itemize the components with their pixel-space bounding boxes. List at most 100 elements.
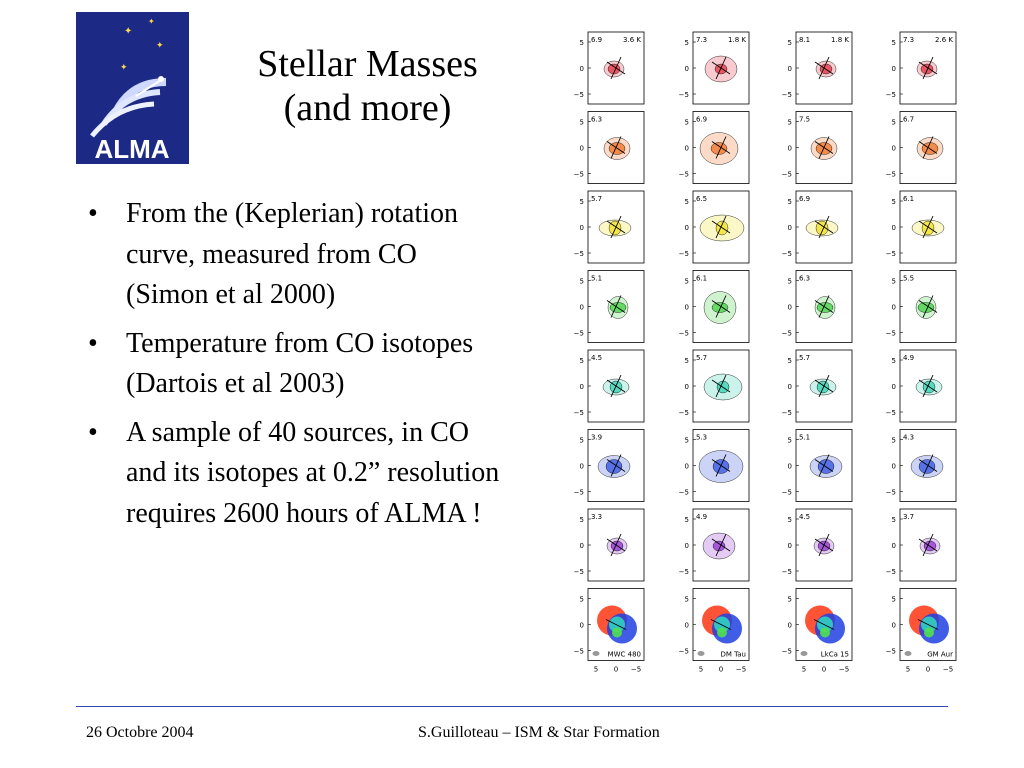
x-tick-label: 5 xyxy=(802,666,806,674)
y-tick-label: 5 xyxy=(685,596,689,604)
x-tick-label: 0 xyxy=(719,666,723,674)
y-tick-label: 0 xyxy=(580,622,584,630)
velocity-label: 8.1 xyxy=(799,36,810,44)
y-tick-label: −5 xyxy=(886,568,896,576)
y-tick-label: 5 xyxy=(580,516,584,524)
y-tick-label: −5 xyxy=(574,171,584,179)
velocity-label: 4.9 xyxy=(696,513,707,521)
disk-axis-line xyxy=(818,56,830,80)
y-tick-label: 0 xyxy=(685,304,689,312)
disk-axis-line xyxy=(715,533,727,557)
bullet-dot-icon: • xyxy=(88,416,98,448)
y-tick-label: 0 xyxy=(580,145,584,153)
velocity-map-green xyxy=(924,627,934,638)
footer-author: S.Guilloteau – ISM & Star Formation xyxy=(418,724,660,741)
alma-logo: ✦ ✦ ✦ ✦ ALMA xyxy=(76,12,189,164)
disk-axis-line xyxy=(715,454,727,477)
x-tick-label: 0 xyxy=(614,666,618,674)
source-label: MWC 480 xyxy=(608,651,641,659)
x-tick-label: 0 xyxy=(926,666,930,674)
y-tick-label: 5 xyxy=(788,119,792,127)
y-tick-label: 5 xyxy=(580,357,584,365)
y-tick-label: 0 xyxy=(788,304,792,312)
y-tick-label: 0 xyxy=(892,463,896,471)
bullet-item: • From the (Keplerian) rotation curve, me… xyxy=(82,194,502,316)
velocity-label: 6.1 xyxy=(696,275,707,283)
velocity-label: 5.1 xyxy=(799,434,810,442)
bullet-text: A sample of 40 sources, in CO and its is… xyxy=(126,416,500,529)
disk-axis-line xyxy=(715,374,727,398)
velocity-label: 6.3 xyxy=(799,275,810,283)
y-tick-label: 5 xyxy=(580,198,584,206)
y-tick-label: −5 xyxy=(679,171,689,179)
velocity-label: 4.3 xyxy=(903,434,914,442)
y-tick-label: 5 xyxy=(580,39,584,47)
velocity-label: 3.9 xyxy=(591,434,602,442)
disk-axis-line xyxy=(917,619,939,630)
velocity-label: 6.9 xyxy=(696,116,707,124)
y-tick-label: −5 xyxy=(782,330,792,338)
y-tick-label: 0 xyxy=(788,622,792,630)
beam-icon xyxy=(904,651,912,656)
y-tick-label: 5 xyxy=(892,596,896,604)
y-tick-label: −5 xyxy=(679,409,689,417)
y-tick-label: −5 xyxy=(574,409,584,417)
y-tick-label: 0 xyxy=(892,622,896,630)
contour-step-label: 2.6 K xyxy=(935,36,953,44)
y-tick-label: −5 xyxy=(886,330,896,338)
y-tick-label: −5 xyxy=(679,489,689,497)
y-tick-label: 5 xyxy=(788,516,792,524)
y-tick-label: −5 xyxy=(886,171,896,179)
velocity-label: 3.3 xyxy=(591,513,602,521)
x-tick-label: 5 xyxy=(906,666,910,674)
y-tick-label: 0 xyxy=(580,65,584,73)
velocity-label: 7.3 xyxy=(903,36,914,44)
y-tick-label: −5 xyxy=(574,648,584,656)
velocity-label: 6.9 xyxy=(799,195,810,203)
y-tick-label: 0 xyxy=(580,304,584,312)
beam-icon xyxy=(592,651,600,656)
y-tick-label: −5 xyxy=(782,171,792,179)
y-tick-label: 0 xyxy=(788,65,792,73)
velocity-label: 6.5 xyxy=(696,195,707,203)
y-tick-label: 0 xyxy=(580,542,584,550)
x-tick-label: 5 xyxy=(699,666,703,674)
y-tick-label: 0 xyxy=(580,463,584,471)
y-tick-label: −5 xyxy=(782,568,792,576)
y-tick-label: 5 xyxy=(685,357,689,365)
disk-axis-line xyxy=(605,619,627,630)
x-tick-label: −5 xyxy=(943,666,953,674)
y-tick-label: 5 xyxy=(580,119,584,127)
y-tick-label: 5 xyxy=(685,516,689,524)
bullet-item: • Temperature from CO isotopes (Dartois e… xyxy=(82,324,502,405)
disk-axis-line xyxy=(610,454,622,477)
y-tick-label: −5 xyxy=(886,648,896,656)
y-tick-label: −5 xyxy=(679,648,689,656)
page-title: Stellar Masses (and more) xyxy=(200,42,535,130)
source-label: LkCa 15 xyxy=(821,651,849,659)
disk-axis-line xyxy=(818,136,830,159)
x-tick-label: −5 xyxy=(839,666,849,674)
y-tick-label: 5 xyxy=(788,596,792,604)
velocity-label: 5.3 xyxy=(696,434,707,442)
y-tick-label: 5 xyxy=(892,516,896,524)
channel-map-figure: 5 0 −5 6.9 3.6 K 5 0 −5 6.3 5 0 −5 5.7 5 0 −5 5.1 5 0 −5 4.5… xyxy=(566,24,978,684)
bullet-text: Temperature from CO isotopes (Dartois et… xyxy=(126,327,474,400)
y-tick-label: 5 xyxy=(580,437,584,445)
y-tick-label: 0 xyxy=(788,542,792,550)
y-tick-label: 0 xyxy=(788,145,792,153)
y-tick-label: 0 xyxy=(580,224,584,232)
y-tick-label: 0 xyxy=(892,65,896,73)
disk-axis-line xyxy=(610,295,622,318)
channel-map-svg: 5 0 −5 6.9 3.6 K 5 0 −5 6.3 5 0 −5 5.7 5 0 −5 5.1 5 0 −5 4.5… xyxy=(574,31,957,674)
y-tick-label: 0 xyxy=(685,622,689,630)
disk-axis-line xyxy=(715,295,727,318)
y-tick-label: −5 xyxy=(574,250,584,258)
disk-axis-line xyxy=(818,454,830,477)
y-tick-label: −5 xyxy=(679,568,689,576)
disk-axis-line xyxy=(715,136,727,159)
y-tick-label: 5 xyxy=(580,278,584,286)
y-tick-label: 0 xyxy=(685,65,689,73)
logo-text: ALMA xyxy=(94,134,169,164)
y-tick-label: −5 xyxy=(782,648,792,656)
